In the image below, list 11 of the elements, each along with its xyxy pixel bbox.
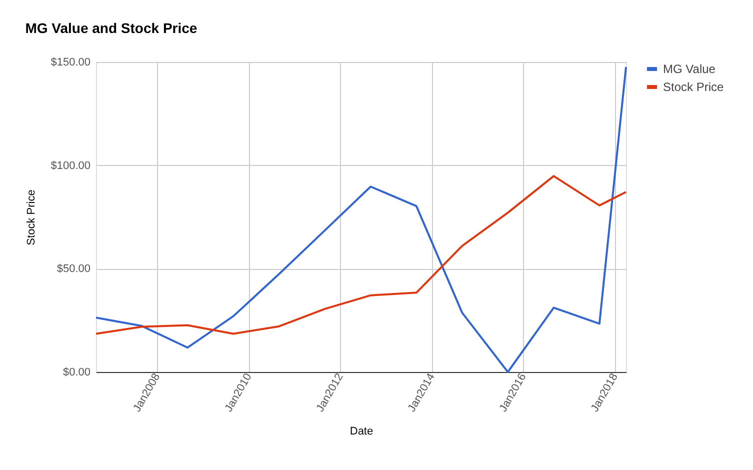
y-tick-label: $0.00 (62, 366, 90, 378)
y-tick-label: $50.00 (56, 263, 90, 276)
line-series (95, 175, 627, 335)
y-axis-title: Stock Price (26, 190, 38, 246)
y-tick-label: $150.00 (50, 56, 90, 68)
legend-label: Stock Price (663, 80, 724, 94)
x-axis-title: Date (350, 426, 374, 438)
y-tick-label: $100.00 (50, 160, 90, 172)
chart-title: MG Value and Stock Price (25, 20, 198, 36)
line-series (95, 66, 627, 373)
legend-label: MG Value (663, 62, 716, 76)
